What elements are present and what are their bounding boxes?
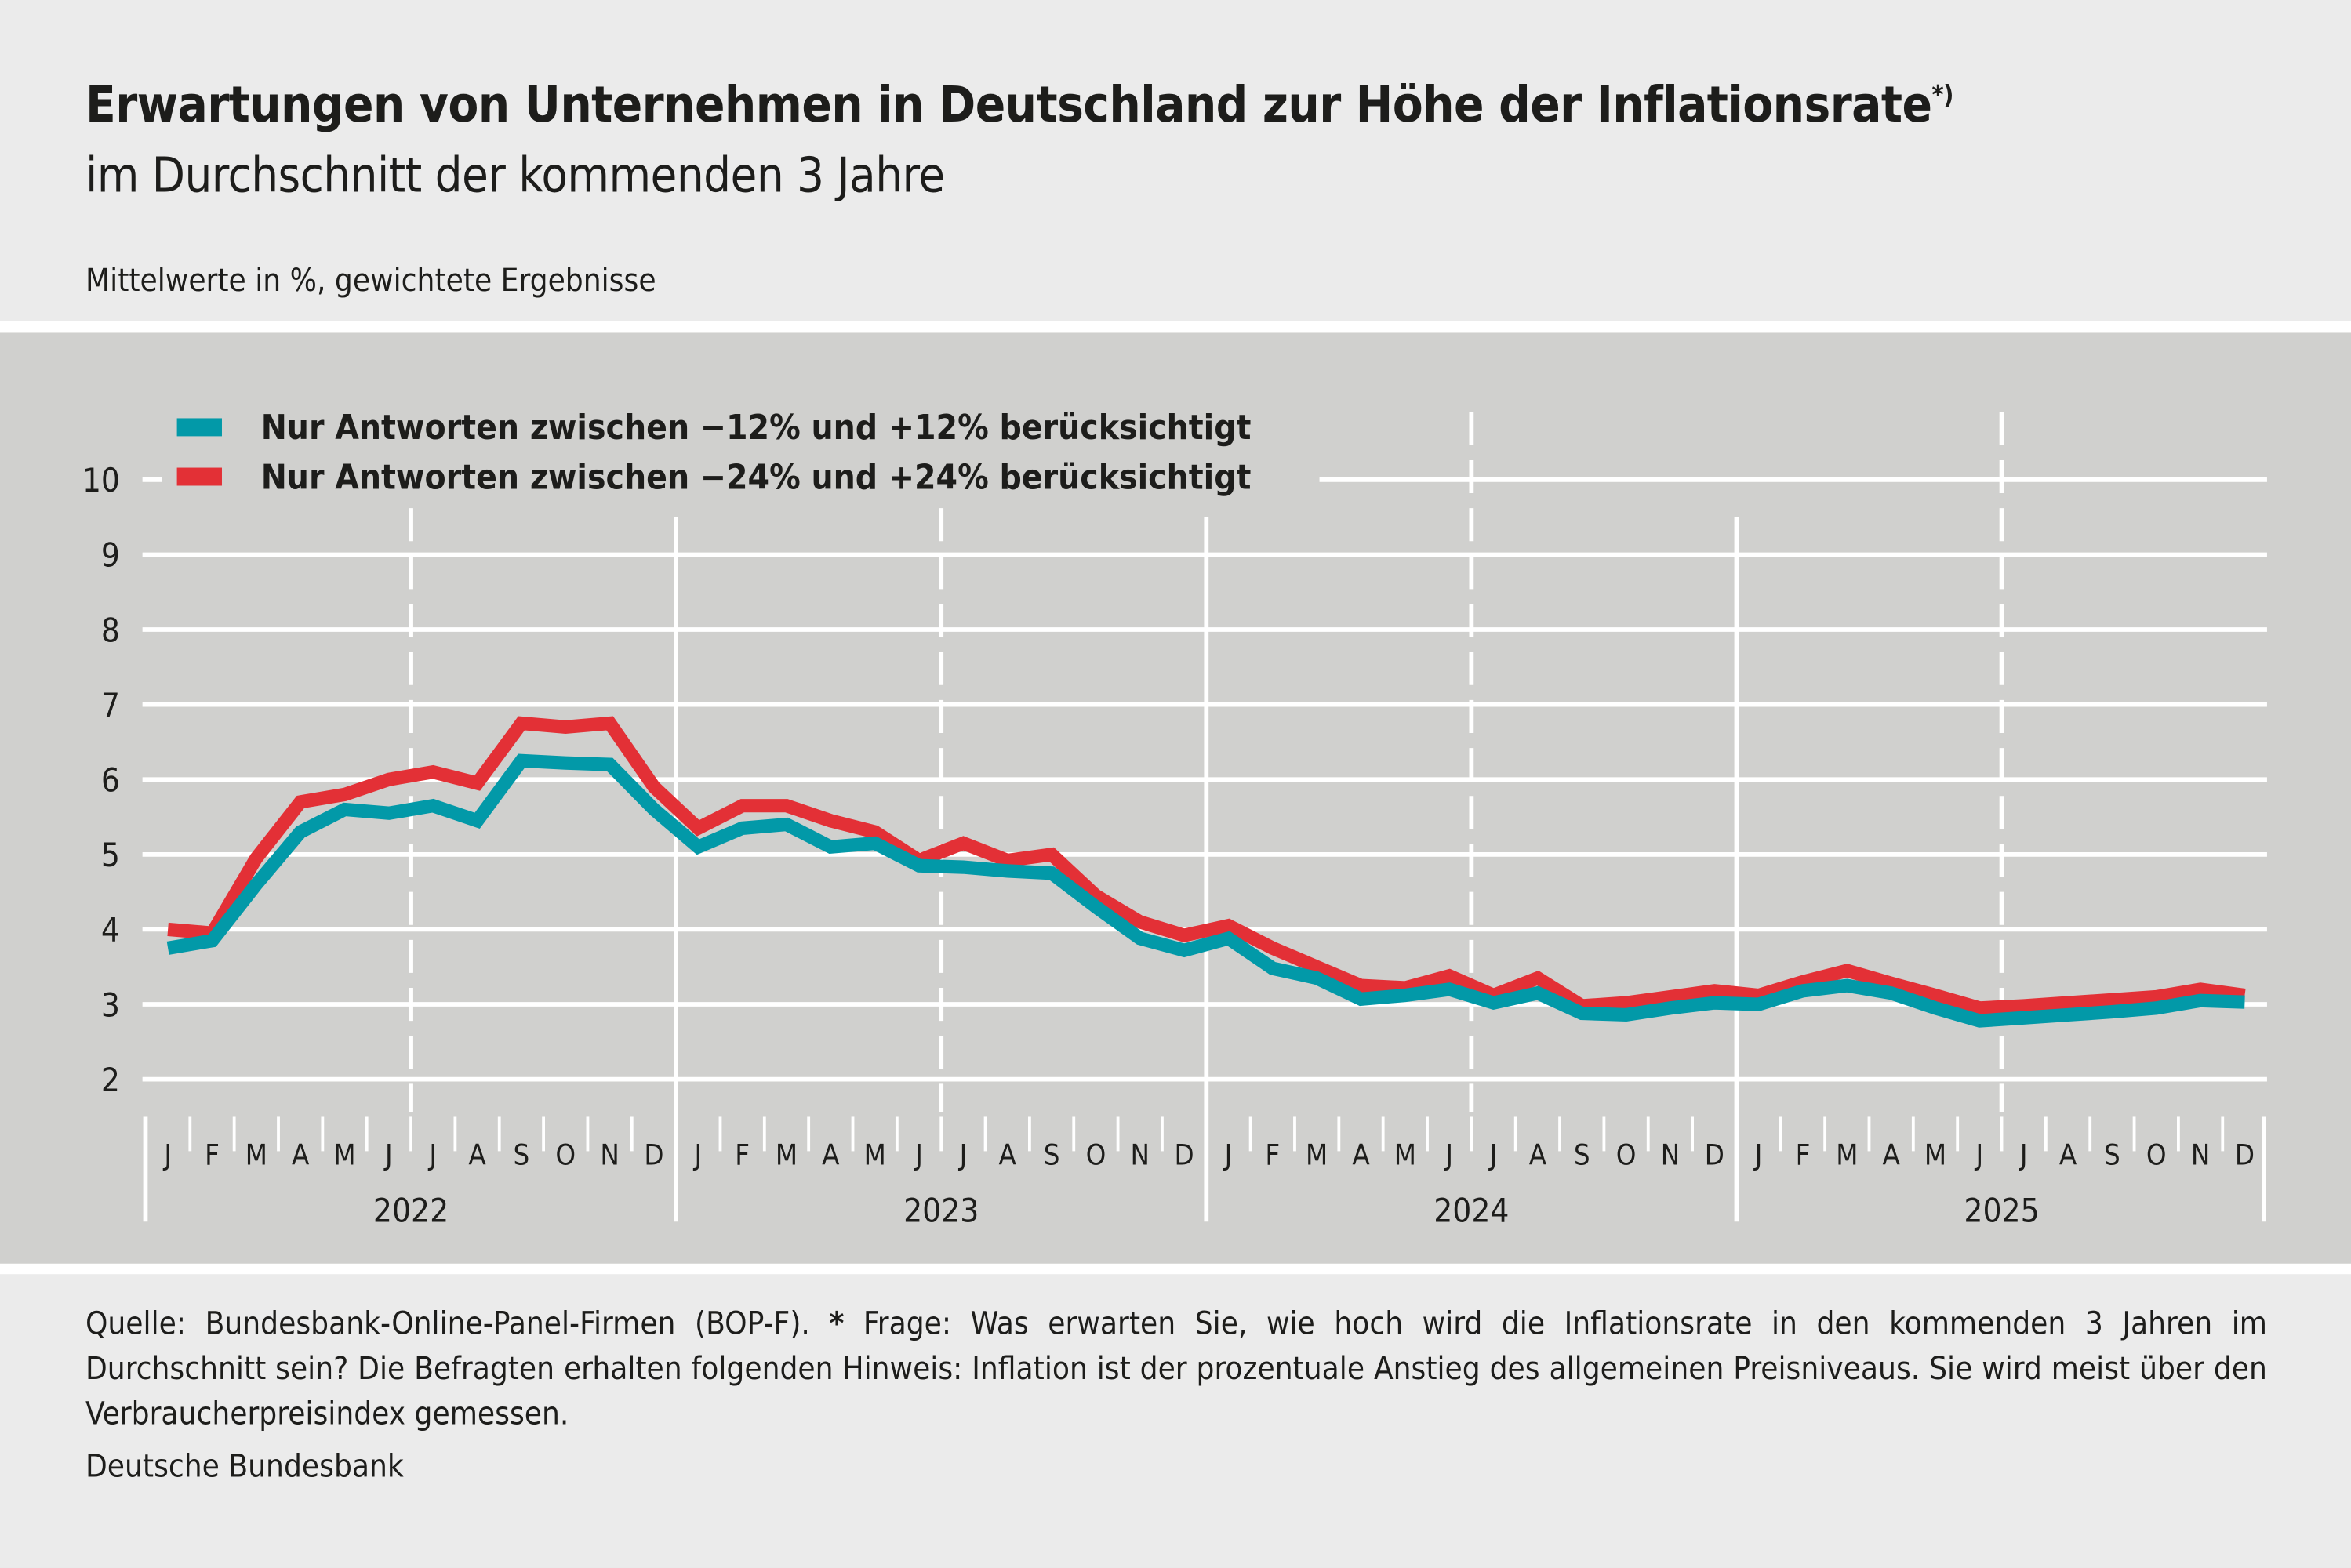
month-label: A xyxy=(1352,1138,1370,1172)
month-label: A xyxy=(2059,1138,2077,1172)
month-label: A xyxy=(468,1138,486,1172)
month-label: O xyxy=(1086,1138,1106,1172)
y-tick-label: 5 xyxy=(101,836,120,874)
y-tick-label: 8 xyxy=(101,611,120,649)
month-label: D xyxy=(1175,1138,1194,1172)
month-label: M xyxy=(333,1138,355,1172)
month-label: J xyxy=(1488,1138,1498,1172)
month-label: A xyxy=(999,1138,1017,1172)
y-tick-label: 10 xyxy=(82,461,120,499)
month-label: A xyxy=(822,1138,840,1172)
month-label: D xyxy=(644,1138,663,1172)
month-label: J xyxy=(1223,1138,1233,1172)
month-label: S xyxy=(1574,1138,1590,1172)
month-label: J xyxy=(958,1138,968,1172)
source-prefix: Quelle: Bundesbank-Online-Panel-Firmen (… xyxy=(85,1305,810,1341)
year-label: 2024 xyxy=(1433,1191,1509,1229)
month-label: N xyxy=(600,1138,619,1172)
month-label: J xyxy=(162,1138,172,1172)
source-note: Quelle: Bundesbank-Online-Panel-Firmen (… xyxy=(85,1301,2267,1436)
month-label: J xyxy=(1975,1138,1984,1172)
month-label: N xyxy=(1661,1138,1680,1172)
year-label: 2025 xyxy=(1964,1191,2039,1229)
month-label: M xyxy=(245,1138,267,1172)
month-label: A xyxy=(1529,1138,1547,1172)
month-label: J xyxy=(1753,1138,1763,1172)
month-label: O xyxy=(555,1138,576,1172)
month-label: M xyxy=(1924,1138,1946,1172)
month-label: J xyxy=(692,1138,702,1172)
legend: Nur Antworten zwischen −12% und +12% ber… xyxy=(162,401,1319,503)
month-label: N xyxy=(1131,1138,1150,1172)
y-tick-label: 2 xyxy=(101,1061,120,1099)
month-label: S xyxy=(514,1138,530,1172)
month-label: J xyxy=(383,1138,393,1172)
month-label: M xyxy=(776,1138,798,1172)
y-tick-label: 3 xyxy=(101,985,120,1024)
month-label: J xyxy=(1444,1138,1453,1172)
month-label: M xyxy=(1836,1138,1858,1172)
legend-label-24: Nur Antworten zwischen −24% und +24% ber… xyxy=(261,457,1252,497)
month-label: M xyxy=(1306,1138,1328,1172)
month-label: O xyxy=(1616,1138,1637,1172)
month-label: D xyxy=(2235,1138,2255,1172)
year-label: 2023 xyxy=(903,1191,979,1229)
y-tick-label: 7 xyxy=(101,686,120,724)
legend-swatch-teal xyxy=(177,418,222,436)
year-label: 2022 xyxy=(373,1191,449,1229)
month-label: F xyxy=(1796,1138,1811,1172)
month-label: F xyxy=(735,1138,750,1172)
y-tick-label: 9 xyxy=(101,536,120,575)
month-label: N xyxy=(2191,1138,2210,1172)
legend-label-12: Nur Antworten zwischen −12% und +12% ber… xyxy=(261,408,1252,448)
month-label: A xyxy=(1882,1138,1900,1172)
month-label: M xyxy=(864,1138,886,1172)
legend-swatch-red xyxy=(177,468,222,486)
month-label: O xyxy=(2146,1138,2167,1172)
month-label: F xyxy=(205,1138,220,1172)
month-label: J xyxy=(427,1138,437,1172)
month-label: D xyxy=(1705,1138,1724,1172)
footnote-star: * xyxy=(829,1305,844,1341)
y-tick-label: 6 xyxy=(101,761,120,800)
month-label: A xyxy=(292,1138,310,1172)
publisher: Deutsche Bundesbank xyxy=(85,1448,404,1484)
month-label: J xyxy=(2019,1138,2028,1172)
y-tick-label: 4 xyxy=(101,911,120,949)
month-label: J xyxy=(914,1138,923,1172)
month-label: S xyxy=(2104,1138,2120,1172)
month-label: S xyxy=(1044,1138,1060,1172)
month-label: M xyxy=(1394,1138,1416,1172)
month-label: F xyxy=(1265,1138,1280,1172)
